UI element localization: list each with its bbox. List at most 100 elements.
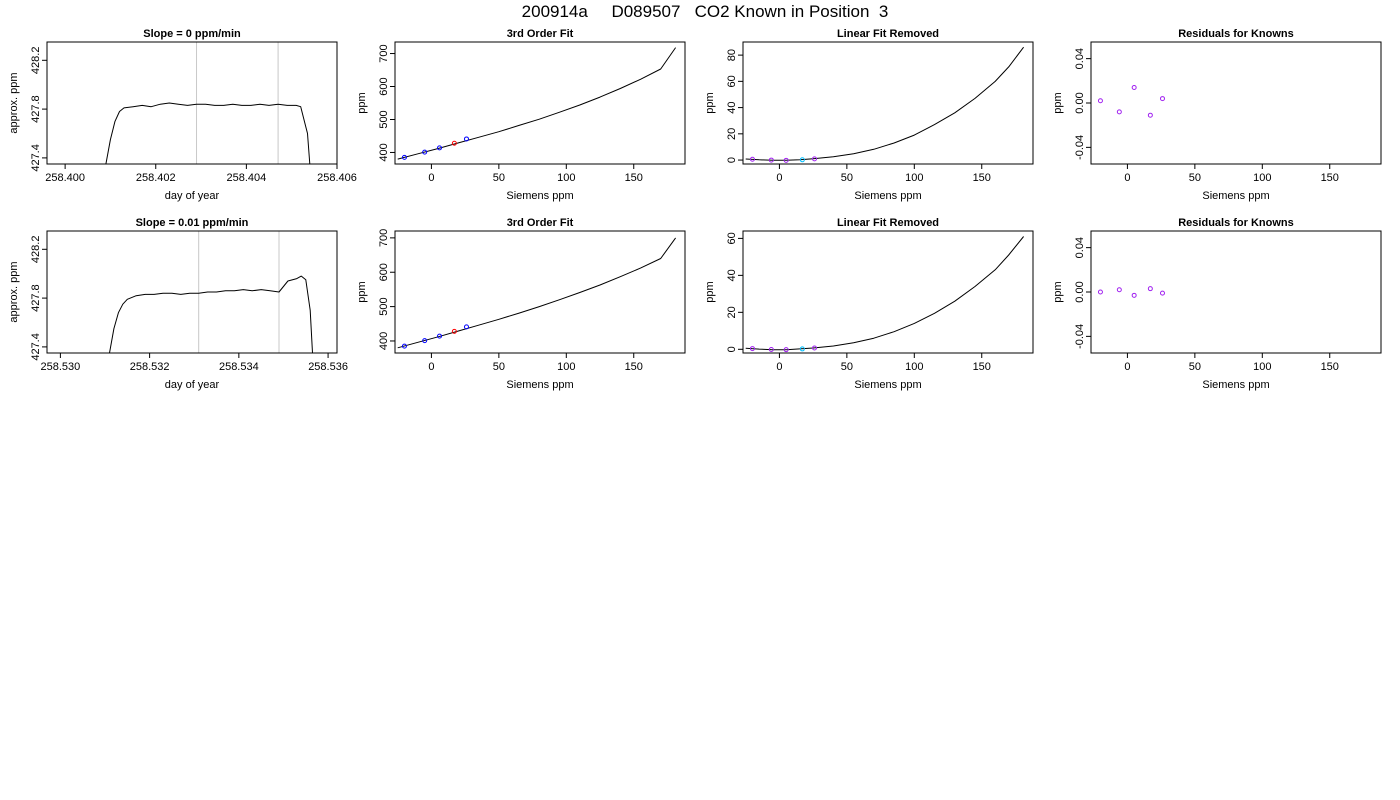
data-point <box>783 157 789 163</box>
y-axis-label: ppm <box>1052 281 1064 302</box>
x-axis-label: Siemens ppm <box>506 379 573 391</box>
x-axis-label: Siemens ppm <box>854 190 921 202</box>
y-axis-label: ppm <box>356 281 368 302</box>
panel-title: 3rd Order Fit <box>507 28 574 40</box>
chart-panel-r1c1: Slope = 0 ppm/min 258.400 258.402 258.404 25… <box>8 28 357 202</box>
panel-title: 3rd Order Fit <box>507 217 574 229</box>
data-point <box>422 338 428 344</box>
y-tick-label: 500 <box>378 110 390 128</box>
data-point <box>768 157 774 163</box>
data-point <box>811 156 817 162</box>
chart-panel-r2c2: 3rd Order Fit 0 50 100 150 400 500 600 700 Siemen… <box>356 217 686 391</box>
x-tick-label: 150 <box>625 172 643 184</box>
plot-frame <box>1090 41 1382 165</box>
data-point <box>437 333 443 339</box>
x-tick-label: 50 <box>841 172 853 184</box>
x-tick-label: 50 <box>841 361 853 373</box>
x-tick-label: 150 <box>1321 172 1339 184</box>
data-point <box>463 324 469 330</box>
x-tick-label: 100 <box>905 361 923 373</box>
x-tick-label: 150 <box>1321 361 1339 373</box>
y-tick-label: 600 <box>378 263 390 281</box>
plot-frame <box>742 41 1034 165</box>
data-point <box>799 157 805 163</box>
data-point <box>451 140 457 146</box>
x-tick-label: 150 <box>973 361 991 373</box>
chart-panel-r2c1: Slope = 0.01 ppm/min 258.530 258.532 258.53… <box>8 217 348 391</box>
x-axis-label: Siemens ppm <box>506 190 573 202</box>
x-axis-label: day of year <box>165 190 220 202</box>
y-tick-label: 20 <box>726 128 738 140</box>
x-tick-label: 258.406 <box>317 172 357 184</box>
plot-frame <box>394 41 686 165</box>
x-tick-label: 50 <box>1189 172 1201 184</box>
x-axis-label: Siemens ppm <box>854 379 921 391</box>
series-line <box>109 275 313 353</box>
chart-panel-r1c2: 3rd Order Fit 0 50 100 150 400 500 600 700 Siemen… <box>356 28 686 202</box>
y-tick-label: 0.00 <box>1074 281 1086 302</box>
panel-title: Slope = 0 ppm/min <box>143 28 241 40</box>
x-tick-label: 50 <box>1189 361 1201 373</box>
y-tick-label: 0.00 <box>1074 92 1086 113</box>
data-point <box>1159 290 1165 296</box>
panel-title: Linear Fit Removed <box>837 28 939 40</box>
chart-panel-r1c4: Residuals for Knowns 0 50 100 150 -0.04 0.00 0.… <box>1052 28 1382 202</box>
chart-panel-r2c3: Linear Fit Removed 0 50 100 150 0 20 40 60 Siemen… <box>704 217 1034 391</box>
y-tick-label: 428.2 <box>30 236 42 264</box>
y-axis-label: ppm <box>356 92 368 113</box>
x-tick-label: 100 <box>905 172 923 184</box>
data-point <box>437 145 443 151</box>
x-tick-label: 258.400 <box>45 172 85 184</box>
y-tick-label: 500 <box>378 297 390 315</box>
data-point <box>768 346 774 352</box>
figure-title: 200914a D089507 CO2 Known in Position 3 <box>522 2 889 21</box>
y-tick-label: 700 <box>378 229 390 247</box>
x-tick-label: 0 <box>428 172 434 184</box>
data-point <box>451 328 457 334</box>
x-tick-label: 100 <box>1253 361 1271 373</box>
x-tick-label: 258.534 <box>219 361 259 373</box>
y-tick-label: 0.04 <box>1074 48 1086 69</box>
y-tick-label: 427.4 <box>30 144 42 172</box>
data-point <box>1131 84 1137 90</box>
plot-frame <box>46 41 338 165</box>
data-point <box>783 347 789 353</box>
x-axis-label: day of year <box>165 379 220 391</box>
x-tick-label: 258.404 <box>226 172 266 184</box>
data-point <box>749 156 755 162</box>
x-tick-label: 50 <box>493 361 505 373</box>
y-tick-label: 80 <box>726 49 738 61</box>
y-tick-label: 427.8 <box>30 284 42 312</box>
x-tick-label: 258.532 <box>130 361 170 373</box>
y-axis-label: ppm <box>1052 92 1064 113</box>
x-tick-label: 0 <box>1124 172 1130 184</box>
y-tick-label: 0 <box>726 346 738 352</box>
panel-title: Residuals for Knowns <box>1178 28 1294 40</box>
data-point <box>811 345 817 351</box>
y-axis-label: ppm <box>704 281 716 302</box>
x-tick-label: 258.402 <box>136 172 176 184</box>
panel-title: Linear Fit Removed <box>837 217 939 229</box>
panel-title: Residuals for Knowns <box>1178 217 1294 229</box>
data-point <box>1097 98 1103 104</box>
chart-panel-r2c4: Residuals for Knowns 0 50 100 150 -0.04 0.00 0.… <box>1052 217 1382 391</box>
data-point <box>401 154 407 160</box>
data-point <box>1147 112 1153 118</box>
y-tick-label: -0.04 <box>1074 135 1086 160</box>
series-line <box>397 237 677 349</box>
y-tick-label: 0.04 <box>1074 237 1086 258</box>
y-axis-label: ppm <box>704 92 716 113</box>
plot-frame <box>742 230 1034 354</box>
x-tick-label: 0 <box>1124 361 1130 373</box>
x-tick-label: 50 <box>493 172 505 184</box>
x-tick-label: 0 <box>776 361 782 373</box>
x-tick-label: 100 <box>557 172 575 184</box>
x-axis-label: Siemens ppm <box>1202 379 1269 391</box>
y-tick-label: 427.8 <box>30 95 42 123</box>
y-tick-label: 400 <box>378 332 390 350</box>
data-point <box>463 136 469 142</box>
y-tick-label: 428.2 <box>30 47 42 75</box>
y-axis-label: approx. ppm <box>8 72 20 133</box>
